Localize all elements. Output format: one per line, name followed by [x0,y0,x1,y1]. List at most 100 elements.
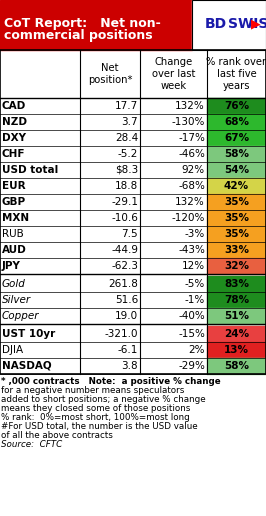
Text: 19.0: 19.0 [115,311,138,321]
Text: #For USD total, the number is the USD value: #For USD total, the number is the USD va… [1,422,198,431]
Bar [207,226,266,242]
Bar [207,358,266,374]
Text: 58%: 58% [224,149,249,159]
Text: -6.1: -6.1 [118,345,138,355]
Bar [0,308,207,324]
Text: GBP: GBP [2,197,26,207]
Text: -44.9: -44.9 [111,245,138,255]
Bar [207,308,266,324]
Text: 32%: 32% [224,261,249,271]
Text: USD total: USD total [2,165,58,175]
Text: -1%: -1% [185,295,205,305]
Bar [207,194,266,210]
Text: UST 10yr: UST 10yr [2,329,55,339]
Text: 35%: 35% [224,213,249,223]
Bar [207,178,266,194]
Text: 68%: 68% [224,117,249,127]
Text: 58%: 58% [224,361,249,371]
Bar [0,50,266,98]
Text: 3.7: 3.7 [121,117,138,127]
Bar [0,258,207,274]
Bar [207,258,266,274]
Text: 42%: 42% [224,181,249,191]
Bar [0,242,207,258]
Text: 92%: 92% [182,165,205,175]
Bar [207,130,266,146]
Bar [192,0,266,50]
Text: -17%: -17% [178,133,205,143]
Text: * ,000 contracts   Note:  a positive % change: * ,000 contracts Note: a positive % chan… [1,377,221,386]
Text: -321.0: -321.0 [105,329,138,339]
Bar [207,292,266,308]
Text: -10.6: -10.6 [111,213,138,223]
Bar [0,0,192,50]
Bar [207,210,266,226]
Text: 76%: 76% [224,101,249,111]
Text: 2%: 2% [189,345,205,355]
Text: Gold: Gold [2,279,26,289]
Text: 35%: 35% [224,197,249,207]
Text: EUR: EUR [2,181,26,191]
Text: NZD: NZD [2,117,27,127]
Text: CAD: CAD [2,101,26,111]
Bar [207,146,266,162]
Text: Source:  CFTC: Source: CFTC [1,440,62,449]
Bar [0,162,207,178]
Text: 78%: 78% [224,295,249,305]
Bar [0,178,207,194]
Text: 132%: 132% [175,197,205,207]
Text: DXY: DXY [2,133,26,143]
Bar [0,326,207,342]
Text: 132%: 132% [175,101,205,111]
Text: AUD: AUD [2,245,27,255]
Text: -29.1: -29.1 [111,197,138,207]
Bar [0,342,207,358]
Text: 12%: 12% [182,261,205,271]
Text: -120%: -120% [172,213,205,223]
Bar [192,0,266,50]
Text: MXN: MXN [2,213,29,223]
Text: 83%: 83% [224,279,249,289]
Text: for a negative number means speculators: for a negative number means speculators [1,386,184,395]
Text: -130%: -130% [172,117,205,127]
Text: -5%: -5% [185,279,205,289]
Text: $8.3: $8.3 [115,165,138,175]
Text: 28.4: 28.4 [115,133,138,143]
Text: -5.2: -5.2 [118,149,138,159]
Text: 51.6: 51.6 [115,295,138,305]
Bar [0,276,207,292]
Text: Change
over last
week: Change over last week [152,57,195,91]
Bar [207,162,266,178]
Text: Silver: Silver [2,295,31,305]
Bar [207,98,266,114]
Text: 33%: 33% [224,245,249,255]
Text: % rank:  0%=most short, 100%=most long: % rank: 0%=most short, 100%=most long [1,413,190,422]
Text: 35%: 35% [224,229,249,239]
Text: Copper: Copper [2,311,39,321]
Text: -62.3: -62.3 [111,261,138,271]
Text: 7.5: 7.5 [121,229,138,239]
Text: 261.8: 261.8 [108,279,138,289]
Bar [207,326,266,342]
Text: -40%: -40% [178,311,205,321]
Text: CoT Report:   Net non-: CoT Report: Net non- [4,17,161,29]
Text: commercial positions: commercial positions [4,28,153,41]
Bar [207,242,266,258]
Text: -3%: -3% [185,229,205,239]
Text: means they closed some of those positions: means they closed some of those position… [1,404,190,413]
Bar [0,292,207,308]
Text: -29%: -29% [178,361,205,371]
Text: 13%: 13% [224,345,249,355]
Text: 3.8: 3.8 [121,361,138,371]
Bar [207,342,266,358]
Text: -68%: -68% [178,181,205,191]
Text: -46%: -46% [178,149,205,159]
Text: Net
position*: Net position* [88,63,132,85]
Text: -15%: -15% [178,329,205,339]
Bar [207,276,266,292]
Text: SWISS: SWISS [228,17,266,31]
Bar [0,130,207,146]
Text: 24%: 24% [224,329,249,339]
Text: 54%: 54% [224,165,249,175]
Text: ▶: ▶ [251,18,261,30]
